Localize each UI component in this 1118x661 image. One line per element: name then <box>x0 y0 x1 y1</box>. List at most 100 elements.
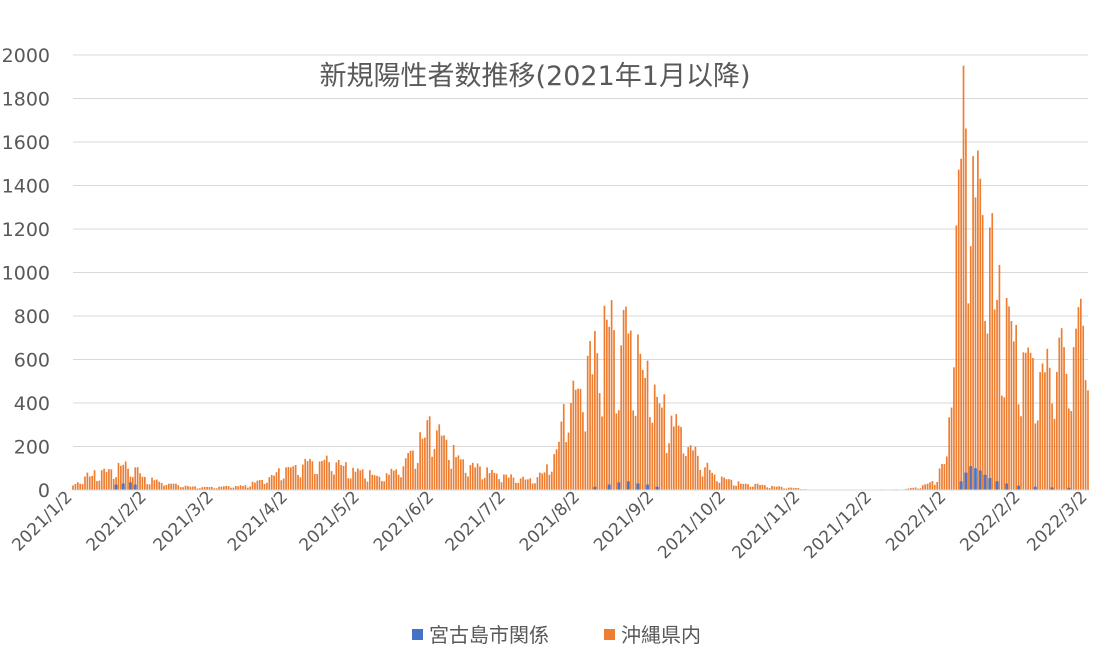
bar-okinawa <box>541 473 544 490</box>
bar-okinawa <box>392 470 395 490</box>
bar-okinawa <box>409 450 412 490</box>
bar-okinawa <box>1032 357 1034 490</box>
bar-okinawa <box>989 227 991 491</box>
bar-okinawa <box>220 486 223 490</box>
bar-okinawa <box>122 464 125 490</box>
bar-okinawa <box>234 485 237 490</box>
bar-okinawa <box>325 455 328 490</box>
bar-okinawa <box>546 464 548 490</box>
bar-okinawa <box>311 461 314 490</box>
bar-okinawa <box>1079 298 1082 490</box>
bar-okinawa <box>1041 363 1044 490</box>
bar-okinawa <box>419 432 421 490</box>
bar-okinawa <box>773 486 776 490</box>
bar-okinawa <box>1077 307 1080 490</box>
bar-okinawa <box>503 474 505 490</box>
bar-okinawa <box>692 450 694 490</box>
bar-okinawa <box>1063 347 1065 490</box>
bar-okinawa <box>529 478 532 490</box>
bar-okinawa <box>759 485 761 490</box>
bar-okinawa <box>436 430 438 490</box>
bar-okinawa <box>596 353 599 490</box>
bar-okinawa <box>740 483 742 490</box>
bar-okinawa <box>996 299 998 490</box>
bar-okinawa <box>187 486 189 490</box>
bar-okinawa <box>617 410 620 490</box>
bar-okinawa <box>538 472 541 490</box>
bar-okinawa <box>165 485 168 490</box>
bar-okinawa <box>222 486 225 490</box>
bar-okinawa <box>646 360 649 490</box>
bar-okinawa <box>977 150 979 491</box>
bar-miyako <box>121 483 125 490</box>
series-okinawa-bars <box>72 65 1089 491</box>
bar-okinawa <box>610 300 613 490</box>
bar-okinawa <box>1020 416 1022 490</box>
bar-okinawa <box>531 483 534 490</box>
bar-okinawa <box>342 465 345 490</box>
bar-okinawa <box>366 481 369 490</box>
bar-okinawa <box>957 169 960 490</box>
bar-okinawa <box>105 471 108 490</box>
bar-okinawa <box>290 467 292 490</box>
bar-okinawa <box>735 485 737 490</box>
x-tick-label: 2021/6/2 <box>370 487 438 555</box>
bar-okinawa <box>139 473 141 490</box>
bar-okinawa <box>337 459 340 490</box>
bar-okinawa <box>316 474 319 490</box>
bar-okinawa <box>1058 337 1061 490</box>
x-tick-label: 2021/3/2 <box>150 487 218 555</box>
bar-okinawa <box>991 213 994 490</box>
bar-okinawa <box>263 483 266 490</box>
bar-okinawa <box>321 461 323 490</box>
x-tick-label: 2021/8/2 <box>516 487 584 555</box>
bar-okinawa <box>218 486 220 490</box>
bar-okinawa <box>965 128 967 490</box>
bar-okinawa <box>515 482 517 490</box>
bar-okinawa <box>993 309 996 490</box>
bar-okinawa <box>1017 404 1020 490</box>
bar-miyako <box>655 486 659 490</box>
bar-okinawa <box>771 485 773 490</box>
bar-okinawa <box>421 438 424 490</box>
bar-okinawa <box>108 469 110 490</box>
bar-okinawa <box>177 485 180 490</box>
bar-okinawa <box>163 485 165 490</box>
bar-okinawa <box>443 435 445 490</box>
bar-okinawa <box>711 472 713 490</box>
bar-okinawa <box>304 458 307 490</box>
bar-okinawa <box>424 437 426 490</box>
bar-okinawa <box>732 485 735 490</box>
bar-okinawa <box>191 486 194 490</box>
bar-okinawa <box>694 446 697 490</box>
bar-okinawa <box>268 477 271 490</box>
y-tick-label: 1200 <box>2 219 50 241</box>
bar-okinawa <box>376 475 378 490</box>
gridlines <box>73 54 1088 447</box>
bar-okinawa <box>1036 420 1039 490</box>
bar-okinawa <box>151 477 153 490</box>
y-tick-label: 400 <box>14 393 50 415</box>
bar-okinawa <box>1068 408 1070 490</box>
bar-okinawa <box>517 482 520 490</box>
bar-okinawa <box>534 483 536 490</box>
bar-okinawa <box>103 468 105 490</box>
bar-okinawa <box>699 469 702 490</box>
bar-okinawa <box>72 485 74 490</box>
bar-okinawa <box>292 466 295 490</box>
bar-okinawa <box>589 341 591 490</box>
bar-okinawa <box>953 367 955 490</box>
bar-okinawa <box>258 480 261 490</box>
bar-okinawa <box>81 484 84 490</box>
bar-okinawa <box>141 476 144 490</box>
bar-okinawa <box>1005 297 1008 490</box>
x-tick-label: 2021/2/2 <box>83 487 151 555</box>
bar-okinawa <box>1029 352 1032 490</box>
bar-okinawa <box>512 477 515 490</box>
bar-okinawa <box>730 479 733 490</box>
bar-okinawa <box>775 486 778 490</box>
bar-okinawa <box>227 486 230 490</box>
bar-okinawa <box>943 464 946 490</box>
bar-okinawa <box>1072 347 1075 490</box>
bar-okinawa <box>333 474 335 490</box>
